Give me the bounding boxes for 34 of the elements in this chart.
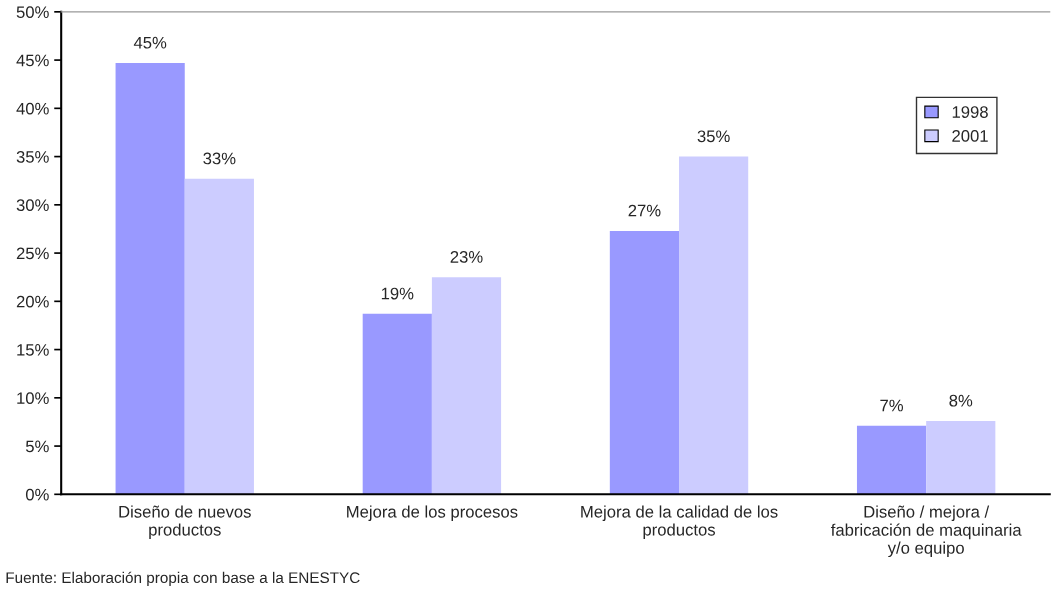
y-tick-label: 10% xyxy=(17,392,49,405)
data-label: 45% xyxy=(133,36,167,49)
data-label: 23% xyxy=(450,251,483,263)
y-tick-label: 0% xyxy=(25,488,49,501)
bar xyxy=(184,178,254,495)
legend-label: 2001 xyxy=(952,130,988,142)
data-label: 27% xyxy=(628,204,661,217)
data-label: 19% xyxy=(381,287,414,300)
y-tick-label: 15% xyxy=(17,344,49,356)
legend-label: 1998 xyxy=(952,106,988,118)
data-label: 33% xyxy=(203,152,236,165)
bar xyxy=(856,425,927,495)
bar xyxy=(679,156,749,495)
y-tick-label: 20% xyxy=(16,295,49,308)
y-tick-label: 35% xyxy=(16,150,49,163)
source-note: Fuente: Elaboración propia con base a la ENESTYC xyxy=(6,571,360,587)
bar xyxy=(431,277,502,495)
bar xyxy=(115,62,185,495)
bar xyxy=(926,420,996,495)
bar xyxy=(362,313,432,495)
y-tick-label: 45% xyxy=(16,54,49,67)
x-tick-label: Mejora de la calidad de los productos xyxy=(581,505,778,539)
bar xyxy=(609,230,680,495)
y-tick-label: 40% xyxy=(16,102,49,115)
x-tick-label: Mejora de los procesos xyxy=(347,505,518,521)
data-label: 35% xyxy=(697,130,730,143)
y-tick-label: 50% xyxy=(16,6,49,19)
data-label: 8% xyxy=(949,394,973,407)
x-tick-label: Diseño de nuevos productos xyxy=(119,505,251,539)
y-tick-label: 5% xyxy=(25,440,49,453)
y-tick-label: 25% xyxy=(16,247,49,260)
y-tick-label: 30% xyxy=(16,199,49,212)
data-label: 7% xyxy=(880,399,904,412)
x-tick-label: Diseño / mejora / fabricación de maquinaria y/o equipo xyxy=(830,505,1022,558)
